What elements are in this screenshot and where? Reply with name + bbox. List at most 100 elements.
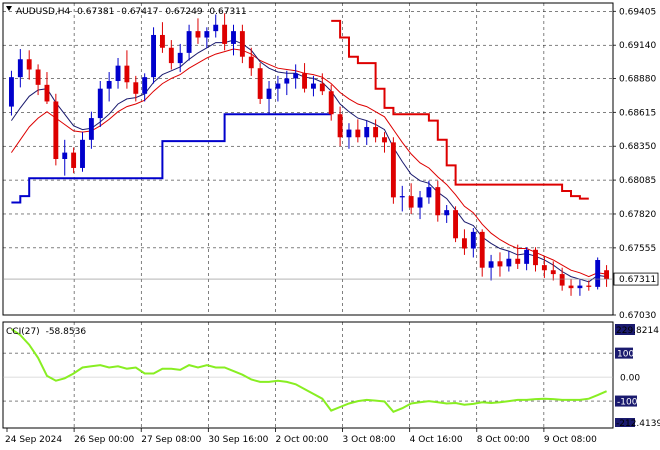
trailing-stop-lines [11, 19, 589, 204]
candle-body [177, 52, 183, 64]
cci-axis: 229.8214 100 0.00 -100 -212.4139 [615, 324, 660, 429]
candle-body [124, 65, 130, 83]
price-tick-label: 0.68085 [619, 176, 656, 186]
current-price-box [613, 272, 659, 286]
candle-body [80, 139, 85, 168]
candle-body [133, 82, 139, 94]
fast-ma-line [10, 39, 607, 283]
cci-levels [3, 352, 613, 402]
candle-body [35, 69, 41, 85]
high-value: 0.67417 [121, 7, 158, 17]
candle-body [222, 24, 228, 44]
candle-body [533, 249, 538, 266]
candle-body [515, 258, 521, 264]
candle-body [453, 210, 459, 239]
candle-body [97, 88, 103, 119]
price-tick-label: 0.67030 [619, 311, 656, 321]
candle-body [204, 31, 210, 38]
candle-body [586, 285, 592, 287]
trailing-stop-up-line [11, 113, 332, 204]
grid [3, 3, 613, 428]
candle-body [328, 91, 334, 115]
price-tick-label: 0.67820 [619, 210, 656, 220]
candle-body [62, 152, 68, 159]
time-tick-label: 4 Oct 16:00 [410, 435, 463, 445]
trailing-stop-down-line [331, 19, 589, 200]
price-tick-label: 0.69140 [619, 41, 656, 51]
candle-body [248, 56, 254, 69]
time-tick-label: 2 Oct 00:00 [275, 435, 328, 445]
candle-body [293, 73, 299, 79]
candle-body [319, 83, 325, 92]
candle-body [435, 187, 441, 216]
current-price-label: 0.67311 [619, 275, 656, 285]
cci-min-label: -212.4139 [616, 419, 660, 429]
candle-body [195, 31, 201, 38]
candle-body [373, 127, 379, 138]
candle-body [186, 31, 192, 53]
candle-body [364, 127, 370, 138]
candle-body [310, 83, 316, 89]
cci-level-100-label: 100 [617, 350, 634, 360]
candle-body [382, 137, 387, 143]
time-tick-label: 27 Sep 08:00 [141, 435, 201, 445]
candle-body [426, 187, 432, 198]
candle-body [44, 84, 50, 102]
price-tick-label: 0.69405 [619, 7, 656, 17]
candle-body [444, 210, 450, 216]
candle-body [257, 68, 263, 99]
candle-body [266, 88, 272, 99]
time-tick-label: 9 Oct 08:00 [544, 435, 597, 445]
candle-body [568, 285, 574, 289]
candle-body [470, 231, 476, 249]
candle-body [53, 101, 59, 159]
candle-body [355, 129, 361, 138]
cci-line [10, 328, 608, 413]
price-tick-label: 0.68350 [619, 142, 656, 152]
low-value: 0.67249 [165, 7, 202, 17]
candle-body [239, 31, 245, 57]
price-tick-label: 0.68880 [619, 74, 656, 84]
candle-body [550, 270, 556, 275]
candle-body [88, 118, 94, 140]
cci-max-label: 229.8214 [616, 326, 659, 336]
candle-body [399, 196, 405, 198]
candle-body [390, 142, 396, 198]
candle-body [488, 261, 494, 268]
candle-body [461, 238, 467, 249]
candle-body [115, 65, 121, 81]
chart-header: AUDUSD,H4 0.67381 0.67417 0.67249 0.6731… [6, 6, 247, 17]
slow-ma-line [10, 48, 607, 278]
candle-body [213, 24, 219, 32]
candle-body [151, 34, 157, 78]
candle-body [577, 285, 583, 289]
candle-body [231, 31, 236, 44]
candle-body [417, 197, 423, 208]
candle-body [346, 129, 352, 138]
open-value: 0.67381 [77, 7, 114, 17]
candle-body [604, 270, 610, 280]
candle-body [106, 81, 112, 89]
cci-name: CCI(27) [6, 327, 40, 337]
time-tick-label: 30 Sep 16:00 [208, 435, 268, 445]
price-panel-frame [2, 2, 614, 316]
price-axis: 0.69405 0.69140 0.68880 0.68615 0.68350 0.680… [613, 7, 656, 321]
cci-min-box [615, 418, 635, 427]
cci-level-100-box [615, 347, 633, 359]
candle-body [284, 78, 290, 84]
candle-body [541, 265, 547, 271]
candle-body [524, 249, 530, 264]
candle-body [337, 114, 343, 138]
cci-max-box [615, 324, 635, 335]
close-value: 0.67311 [209, 7, 246, 17]
time-tick-label: 26 Sep 00:00 [74, 435, 134, 445]
symbol-label: AUDUSD,H4 [16, 7, 71, 17]
candle-body [8, 77, 14, 107]
candle-body [497, 261, 503, 267]
price-tick-label: 0.67555 [619, 244, 656, 254]
triangle-down-icon [6, 6, 12, 11]
cci-level-minus100-box [615, 395, 637, 407]
time-tick-label: 3 Oct 08:00 [343, 435, 396, 445]
cci-level-minus100-label: -100 [617, 398, 638, 408]
